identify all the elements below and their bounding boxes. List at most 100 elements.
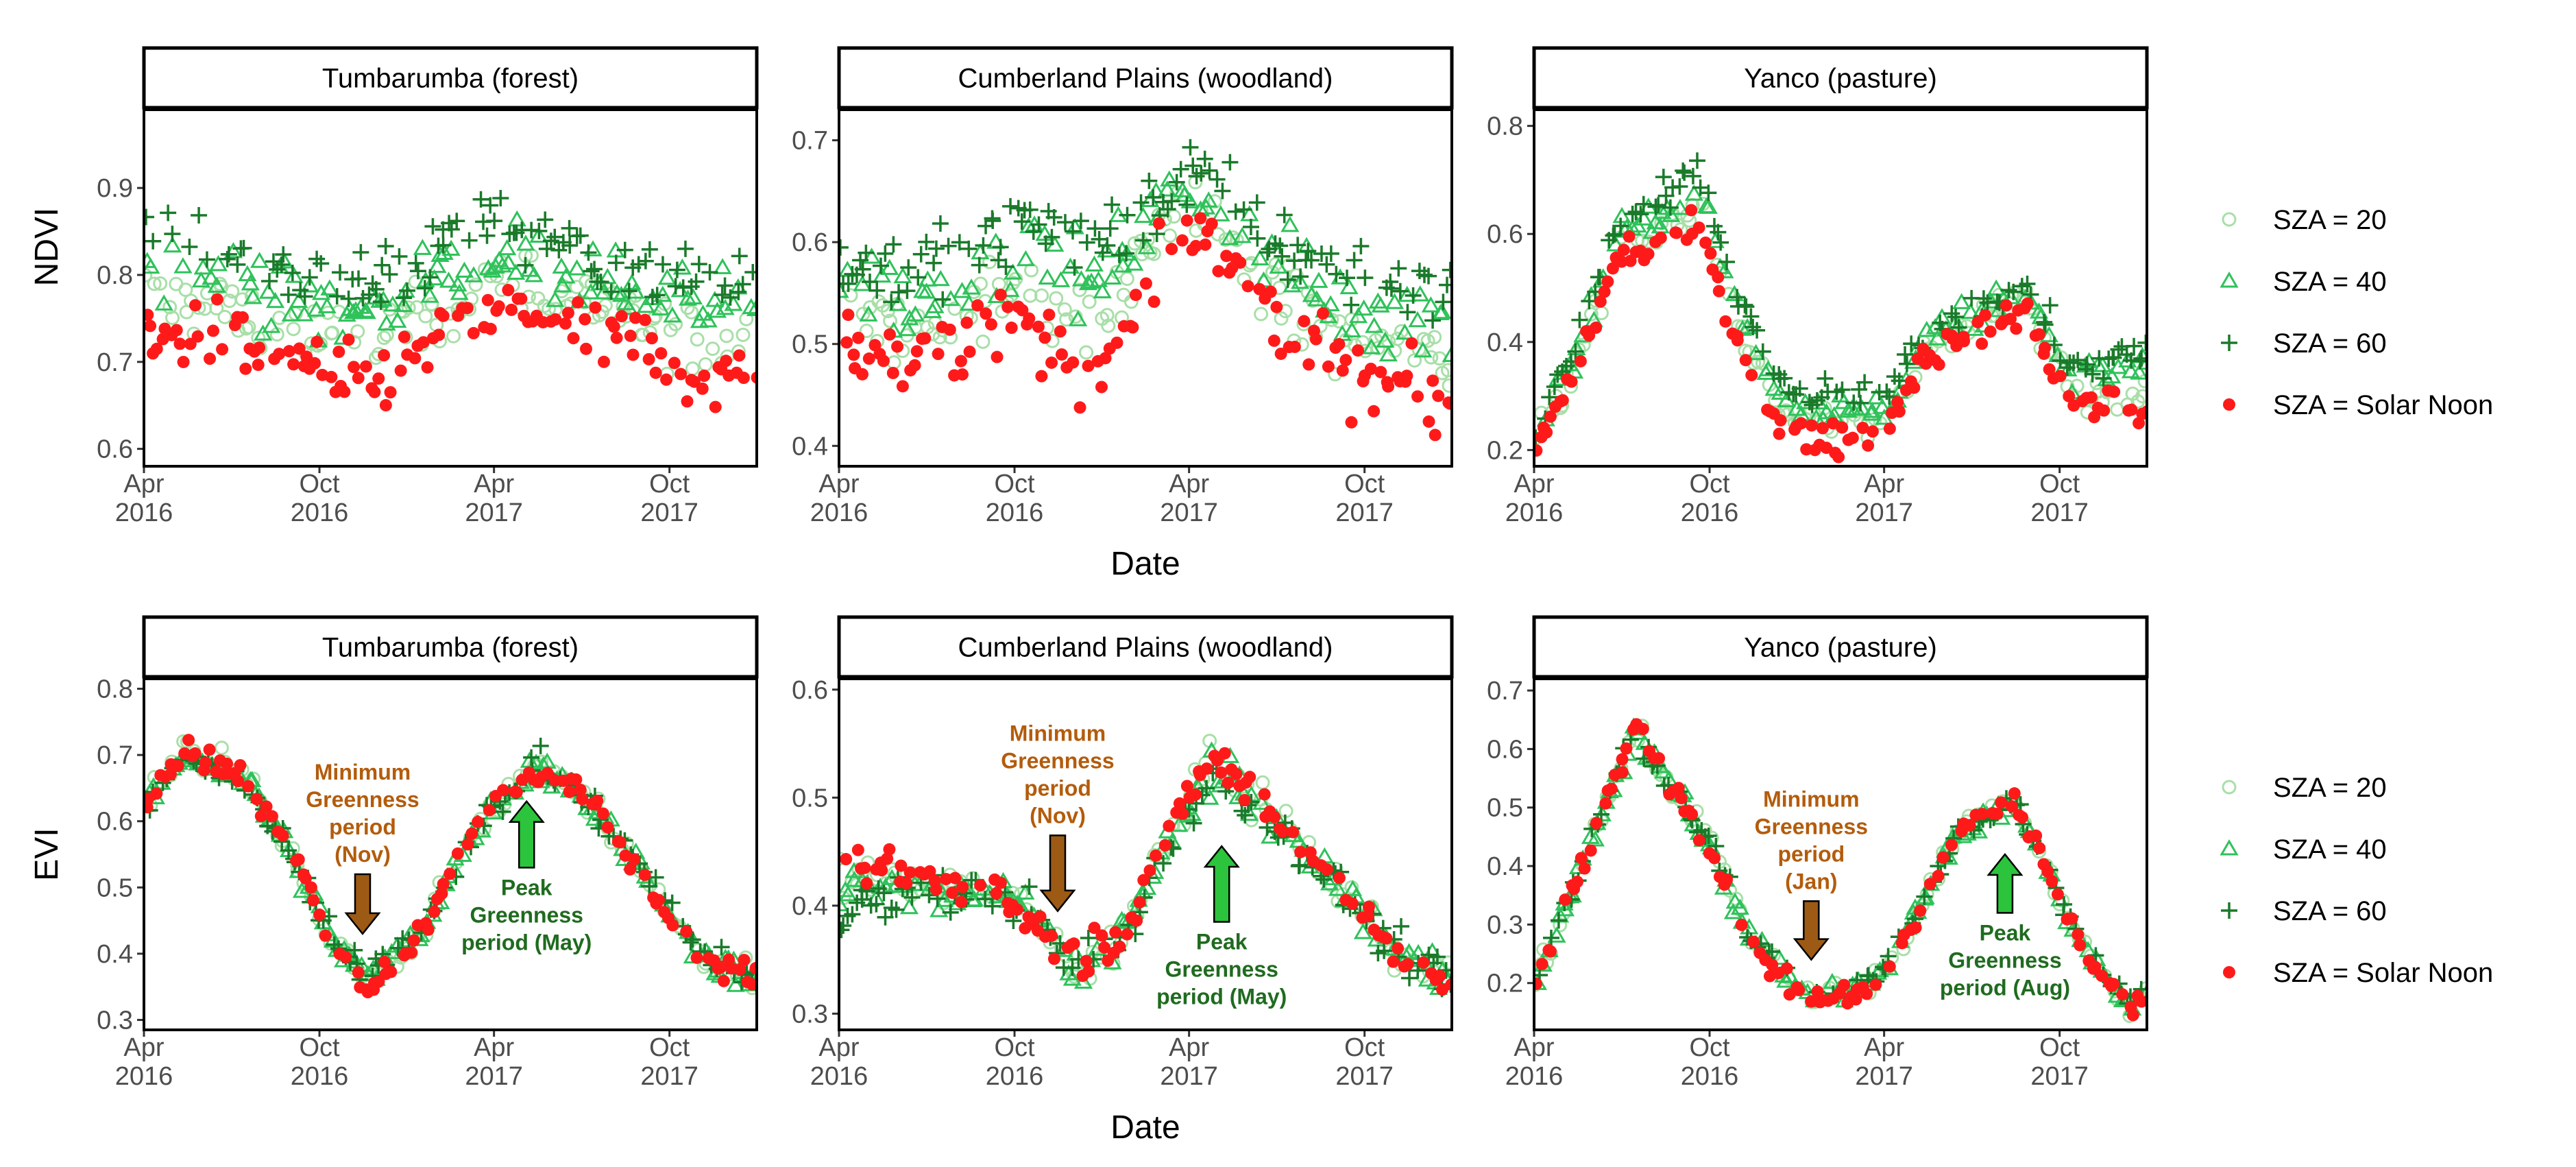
data-point [557,267,576,284]
data-point [898,320,917,337]
data-point [971,243,990,260]
data-point [1535,957,1548,970]
data-point [1030,216,1047,233]
data-point [1267,334,1280,347]
data-point [1121,928,1134,941]
data-point [1133,896,1146,909]
data-point [1222,154,1239,171]
x-tick-label: 2017 [2030,1062,2089,1091]
data-point [1241,280,1254,293]
data-point [1606,235,1625,252]
data-point [1344,880,1359,895]
data-point [1400,370,1413,383]
data-point [232,775,245,788]
data-point [1013,213,1030,230]
data-point [198,251,215,268]
data-point [1078,234,1095,251]
x-tick-label: Oct [994,470,1035,498]
data-point [1816,370,1834,387]
data-point [348,361,361,374]
data-point [851,843,864,856]
data-point [1729,289,1746,306]
legend-key [2222,780,2237,795]
data-point [284,265,301,281]
data-point [714,286,731,303]
data-point [1715,262,1734,278]
data-point [929,901,949,917]
data-point [2135,389,2147,404]
data-point [751,371,757,384]
data-point [1612,217,1629,234]
data-point [701,264,718,281]
data-point [1021,201,1038,218]
data-point [144,208,154,226]
data-point [464,266,483,282]
data-point [552,257,571,274]
data-point [868,895,885,913]
annotation-label: period [1024,775,1091,800]
data-point [494,803,511,820]
annotation-label: Peak [1196,929,1248,954]
x-axis-title: Date [1110,546,1180,582]
data-point [1411,285,1430,302]
data-point [1903,335,1920,352]
data-point [1034,910,1047,923]
data-point [1433,302,1452,320]
data-point [275,246,292,263]
data-point [2032,328,2045,341]
data-point [1137,874,1150,887]
data-point [1307,290,1326,306]
data-point [498,239,517,256]
facet-panel: Tumbarumba (forest)0.60.70.80.9Apr2016Oc… [97,46,759,527]
data-point [1647,198,1664,215]
data-point [561,219,578,237]
data-point [1280,215,1300,232]
data-point [1080,954,1093,967]
data-point [1292,268,1309,285]
y-tick-label: 0.4 [792,432,828,461]
data-point [300,276,319,293]
data-point [572,227,589,244]
data-point [1708,837,1725,854]
data-point [1235,201,1252,218]
data-point [580,244,597,261]
data-point [858,861,871,874]
data-point [1749,322,1766,339]
data-point [1212,265,1225,278]
data-point [657,268,677,285]
data-point [1361,910,1374,923]
data-point [1413,341,1433,358]
data-point [705,291,725,307]
data-point [1699,197,1718,214]
data-point [567,332,580,345]
y-tick-label: 0.2 [1487,436,1523,465]
data-point [1774,414,1787,427]
data-point [738,954,751,967]
data-point [1118,245,1135,262]
data-point [346,941,363,959]
data-point [262,317,281,333]
data-point [1710,224,1727,241]
data-point [346,301,365,317]
data-point [1249,230,1266,247]
data-point [2010,322,2023,335]
data-point [885,236,902,253]
data-point [1208,171,1226,188]
data-point [1274,248,1291,265]
data-point [1708,852,1721,865]
data-point [627,348,640,361]
data-point [980,307,993,320]
data-point [293,342,306,355]
data-point [982,254,997,269]
data-point [1309,333,1322,346]
data-point [1399,304,1416,321]
data-point [1376,331,1395,348]
data-point [317,297,337,313]
data-point [2089,961,2102,974]
data-point [1045,356,1058,369]
data-point [1172,160,1189,178]
data-point [1035,370,1048,383]
data-point [1958,335,1971,348]
data-point [1346,897,1359,910]
data-point [991,350,1004,363]
